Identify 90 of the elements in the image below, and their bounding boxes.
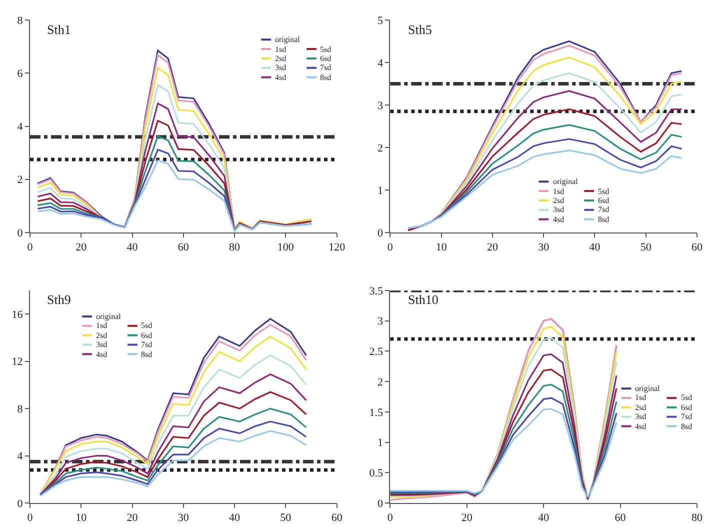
x-tick-label: 50 [280,512,292,524]
chart-title: Sth5 [408,22,432,37]
legend-label: 5sd [681,393,692,402]
y-tick-label: 1 [377,184,383,197]
x-tick-label: 40 [589,242,601,254]
legend-label: 3sd [635,412,646,421]
y-tick-label: 1 [377,437,383,450]
x-tick-label: 0 [387,242,394,254]
legend-label: original [275,35,301,44]
y-tick-label: 1.5 [369,406,384,419]
y-tick-label: 4 [17,121,24,134]
legend-label: 8sd [141,350,152,359]
legend-label: 3sd [553,205,564,214]
legend-label: 7sd [320,63,332,72]
legend-label: 2sd [635,403,646,412]
legend-label: 5sd [141,321,152,330]
legend-label: 2sd [553,196,564,205]
x-tick-label: 60 [331,512,343,524]
legend-label: 4sd [275,73,286,82]
x-tick-label: 120 [328,242,346,254]
y-tick-label: 0 [17,227,24,240]
legend-label: 6sd [141,331,152,340]
legend-label: original [96,312,122,321]
y-tick-label: 3 [377,100,384,112]
y-tick-label: 2 [17,174,23,186]
y-tick-label: 0 [377,227,384,240]
legend-label: 4sd [553,215,564,224]
x-tick-label: 40 [538,512,550,524]
x-tick-label: 0 [27,512,34,524]
chart-title: Sth1 [47,22,71,37]
legend-label: 2sd [96,331,108,340]
legend-label: 5sd [320,45,332,54]
x-tick-label: 50 [640,242,652,254]
legend-label: 8sd [320,73,332,82]
y-tick-label: 4 [377,57,384,70]
legend-label: original [553,177,579,186]
legend-label: 8sd [681,422,692,431]
y-tick-label: 0 [377,498,384,510]
y-tick-label: 4 [17,450,24,463]
y-tick-label: 3 [377,316,384,328]
chart-title: Sth10 [408,292,438,307]
chart-title: Sth9 [47,292,71,307]
y-tick-label: 2.5 [369,346,384,358]
legend-label: 7sd [141,340,152,349]
y-tick-label: 0 [17,498,24,510]
x-tick-label: 60 [178,242,190,254]
x-tick-label: 40 [126,242,138,254]
x-tick-label: 0 [27,242,34,254]
y-tick-label: 2 [377,142,383,154]
legend-label: original [635,384,661,393]
x-tick-label: 20 [486,242,498,254]
x-tick-label: 100 [277,242,294,254]
y-tick-label: 12 [12,356,23,368]
legend-label: 6sd [681,403,692,412]
y-tick-label: 6 [17,68,24,80]
x-tick-label: 0 [387,512,394,524]
legend-label: 1sd [96,321,108,330]
x-tick-label: 30 [538,242,550,254]
legend-label: 4sd [96,350,108,359]
legend-label: 8sd [598,215,610,224]
x-tick-label: 60 [614,512,626,524]
x-tick-label: 10 [76,512,88,524]
x-tick-label: 40 [229,512,241,524]
x-tick-label: 20 [461,512,473,524]
legend-label: 1sd [553,187,564,196]
legend-label: 2sd [275,54,286,63]
y-tick-label: 8 [17,14,24,27]
x-tick-label: 80 [229,242,241,254]
x-tick-label: 60 [692,242,703,254]
legend-label: 1sd [635,393,646,402]
legend-label: 3sd [275,63,286,72]
legend-label: 3sd [96,340,108,349]
y-tick-label: 8 [17,403,24,416]
x-tick-label: 80 [692,512,703,524]
x-tick-label: 20 [126,512,138,524]
x-tick-label: 20 [76,242,88,254]
legend-label: 4sd [635,422,646,431]
y-tick-label: 0.5 [369,467,384,480]
y-tick-label: 16 [12,308,24,321]
legend-label: 1sd [275,45,286,54]
x-tick-label: 10 [436,242,448,254]
y-tick-label: 5 [377,14,384,27]
legend-label: 7sd [598,205,610,214]
y-tick-label: 2 [377,376,383,388]
legend-label: 5sd [598,187,610,196]
x-tick-label: 30 [178,512,190,524]
legend-label: 6sd [598,196,610,205]
y-tick-label: 3.5 [369,285,384,298]
legend-label: 7sd [681,412,692,421]
legend-label: 6sd [320,54,332,63]
